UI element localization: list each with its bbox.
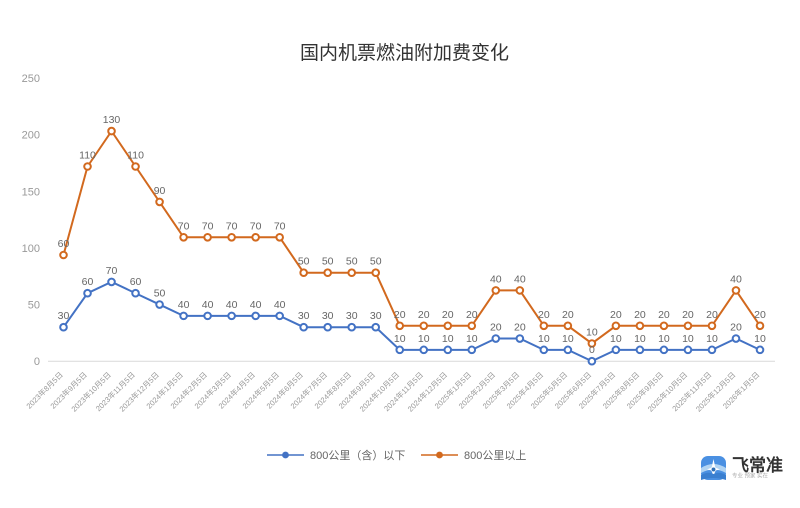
svg-text:20: 20: [514, 322, 526, 334]
svg-text:20: 20: [466, 309, 478, 321]
svg-text:800公里以上: 800公里以上: [464, 449, 526, 462]
svg-text:60: 60: [58, 238, 70, 250]
svg-text:200: 200: [22, 130, 40, 142]
svg-text:50: 50: [370, 256, 382, 268]
svg-text:70: 70: [106, 265, 118, 277]
svg-text:40: 40: [274, 299, 286, 311]
svg-text:30: 30: [58, 310, 70, 322]
svg-text:50: 50: [346, 256, 358, 268]
svg-text:40: 40: [250, 299, 262, 311]
svg-text:50: 50: [154, 288, 166, 300]
svg-text:20: 20: [562, 309, 574, 321]
svg-text:10: 10: [586, 326, 598, 338]
svg-text:20: 20: [394, 309, 406, 321]
svg-text:20: 20: [538, 309, 550, 321]
svg-text:10: 10: [466, 333, 478, 345]
svg-text:10: 10: [754, 333, 766, 345]
svg-text:70: 70: [226, 220, 238, 232]
svg-text:20: 20: [706, 309, 718, 321]
svg-text:60: 60: [130, 276, 142, 288]
svg-text:40: 40: [514, 273, 526, 285]
svg-text:250: 250: [22, 73, 40, 85]
svg-text:800公里（含）以下: 800公里（含）以下: [310, 448, 405, 462]
svg-text:30: 30: [346, 310, 358, 322]
svg-text:10: 10: [394, 333, 406, 345]
svg-text:20: 20: [418, 309, 430, 321]
svg-text:100: 100: [22, 243, 40, 255]
svg-text:90: 90: [154, 185, 166, 197]
svg-text:60: 60: [82, 276, 94, 288]
svg-text:10: 10: [562, 333, 574, 345]
svg-text:40: 40: [178, 299, 190, 311]
svg-text:20: 20: [610, 309, 622, 321]
svg-text:0: 0: [34, 356, 40, 368]
svg-text:110: 110: [79, 150, 96, 162]
svg-text:40: 40: [490, 273, 502, 285]
svg-text:50: 50: [298, 256, 310, 268]
svg-text:40: 40: [202, 299, 214, 311]
svg-text:50: 50: [28, 300, 40, 312]
svg-text:10: 10: [538, 333, 550, 345]
svg-text:20: 20: [754, 309, 766, 321]
svg-text:40: 40: [730, 273, 742, 285]
svg-text:150: 150: [22, 186, 40, 198]
svg-text:10: 10: [634, 333, 646, 345]
svg-text:飞常准: 飞常准: [732, 455, 783, 475]
svg-text:110: 110: [127, 150, 144, 162]
svg-text:130: 130: [103, 114, 121, 126]
svg-text:10: 10: [706, 333, 718, 345]
svg-text:50: 50: [322, 256, 334, 268]
svg-text:20: 20: [634, 309, 646, 321]
svg-text:70: 70: [202, 220, 214, 232]
svg-text:10: 10: [682, 333, 694, 345]
svg-text:10: 10: [442, 333, 454, 345]
svg-text:70: 70: [178, 220, 190, 232]
svg-text:30: 30: [370, 310, 382, 322]
svg-text:20: 20: [442, 309, 454, 321]
svg-text:20: 20: [730, 322, 742, 334]
svg-text:专业 预家 实在: 专业 预家 实在: [732, 472, 769, 480]
svg-text:20: 20: [682, 309, 694, 321]
svg-text:70: 70: [274, 220, 286, 232]
svg-text:10: 10: [658, 333, 670, 345]
svg-text:20: 20: [658, 309, 670, 321]
svg-text:30: 30: [298, 310, 310, 322]
svg-text:0: 0: [589, 344, 595, 356]
svg-text:20: 20: [490, 322, 502, 334]
svg-text:10: 10: [610, 333, 622, 345]
svg-text:40: 40: [226, 299, 238, 311]
svg-text:30: 30: [322, 310, 334, 322]
svg-text:70: 70: [250, 220, 262, 232]
svg-text:10: 10: [418, 333, 430, 345]
